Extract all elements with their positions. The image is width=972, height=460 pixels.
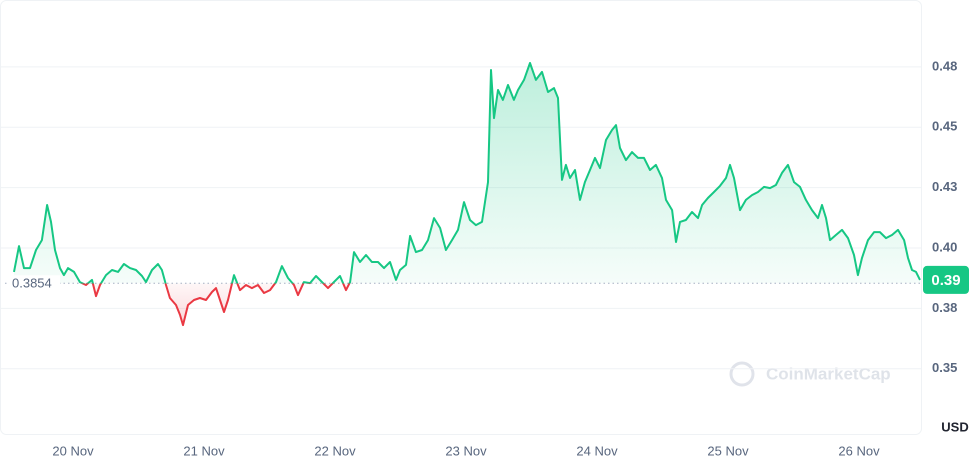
x-tick-label: 26 Nov [838, 443, 880, 458]
plot-frame [0, 0, 922, 435]
watermark: CoinMarketCap [729, 361, 891, 387]
x-tick-label: 25 Nov [707, 443, 749, 458]
price-line [13, 62, 921, 327]
y-tick-label: 0.35 [932, 360, 957, 375]
baseline-label-bg [8, 275, 60, 292]
x-tick-label: 24 Nov [576, 443, 618, 458]
y-tick-label: 0.40 [932, 239, 957, 254]
area [14, 63, 921, 326]
x-tick-label: 23 Nov [445, 443, 487, 458]
current-price-badge [923, 265, 969, 294]
x-tick-label: 22 Nov [314, 443, 356, 458]
y-tick-label: 0.48 [932, 58, 957, 73]
y-tick-label: 0.38 [932, 300, 957, 315]
x-tick-label: 21 Nov [183, 443, 225, 458]
y-tick-label: 0.45 [932, 119, 957, 134]
current-price-label: 0.39 [931, 272, 960, 289]
baseline-label: 0.3854 [12, 276, 52, 291]
y-tick-label: 0.43 [932, 179, 957, 194]
x-tick-label: 20 Nov [52, 443, 94, 458]
y-unit: USD [941, 419, 968, 434]
watermark-text: CoinMarketCap [766, 364, 891, 383]
